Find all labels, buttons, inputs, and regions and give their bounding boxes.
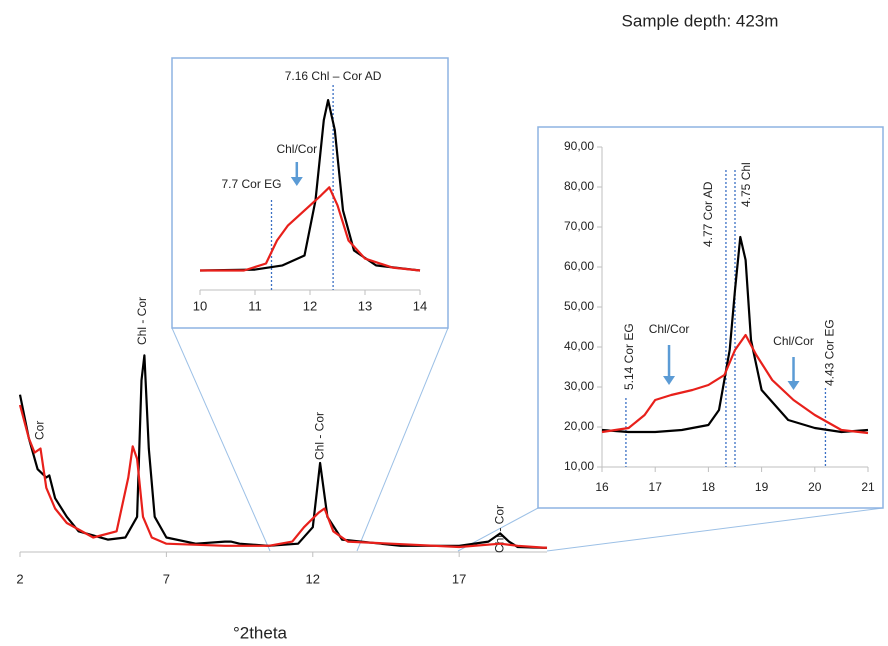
- x-tick-label: 12: [306, 571, 320, 586]
- y-tick-label: 80,00: [564, 179, 594, 193]
- arrow-head: [787, 381, 800, 390]
- arrow-label: Chl/Cor: [649, 322, 690, 336]
- inset-frame: [171, 57, 449, 329]
- x-tick-label: 17: [649, 480, 663, 494]
- y-tick-label: 60,00: [564, 259, 594, 273]
- data-line: [601, 235, 869, 434]
- data-line: [200, 186, 421, 272]
- x-axis-label: °2theta: [233, 623, 288, 642]
- y-tick-label: 10,00: [564, 459, 594, 473]
- x-tick-label: 18: [702, 480, 716, 494]
- marker-label: 4.75 Chl: [739, 162, 753, 207]
- y-tick-label: 30,00: [564, 379, 594, 393]
- x-tick-label: 14: [413, 298, 427, 313]
- marker-label: 4.77 Cor AD: [701, 181, 715, 247]
- data-line: [199, 99, 421, 272]
- data-line: [18, 404, 548, 549]
- x-tick-label: 11: [248, 298, 262, 313]
- zoom-connector: [356, 327, 449, 552]
- y-tick-label: 90,00: [564, 139, 594, 153]
- arrow-head: [290, 177, 303, 186]
- arrow-head: [663, 376, 676, 385]
- peak-label: Chl - Cor: [312, 412, 326, 460]
- plot: 2 7 12 17 Cor Chl - Cor Chl - Cor Chl - Cor: [16, 297, 548, 586]
- y-tick-label: 40,00: [564, 339, 594, 353]
- y-tick-label: 70,00: [564, 219, 594, 233]
- chart-title: Sample depth: 423m: [622, 11, 779, 30]
- x-tick-label: 17: [452, 571, 466, 586]
- arrow-label: Chl/Cor: [276, 142, 317, 156]
- peak-label: Cor: [33, 421, 47, 440]
- data-line: [18, 354, 548, 549]
- x-tick-label: 12: [303, 298, 317, 313]
- peak-label: Chl - Cor: [135, 297, 149, 345]
- data-line: [601, 333, 869, 435]
- plot: 10 11 12 13 14 7.16 Chl – Cor AD 7.7 Cor EG Chl…: [193, 69, 427, 313]
- zoom-connector: [546, 507, 884, 552]
- connectors: [171, 327, 884, 552]
- y-tick-label: 20,00: [564, 419, 594, 433]
- x-tick-label: 13: [358, 298, 372, 313]
- arrow-label: Chl/Cor: [773, 334, 814, 348]
- marker-label: 7.16 Chl – Cor AD: [285, 69, 382, 83]
- marker-label: 7.7 Cor EG: [221, 177, 281, 191]
- x-tick-label: 7: [163, 571, 170, 586]
- zoom-connector: [171, 327, 271, 552]
- marker-label: 5.14 Cor EG: [622, 323, 636, 390]
- plot: 16 17 18 19 20 21 10,00 20,00 30,00 40,00 50,00 60,…: [564, 139, 875, 494]
- x-tick-label: 19: [755, 480, 769, 494]
- x-tick-label: 10: [193, 298, 207, 313]
- y-tick-label: 50,00: [564, 299, 594, 313]
- x-tick-label: 20: [808, 480, 822, 494]
- marker-label: 4.43 Cor EG: [823, 319, 837, 386]
- peak-label: Chl - Cor: [492, 505, 506, 553]
- x-tick-label: 2: [16, 571, 23, 586]
- x-tick-label: 21: [861, 480, 875, 494]
- x-tick-label: 16: [595, 480, 609, 494]
